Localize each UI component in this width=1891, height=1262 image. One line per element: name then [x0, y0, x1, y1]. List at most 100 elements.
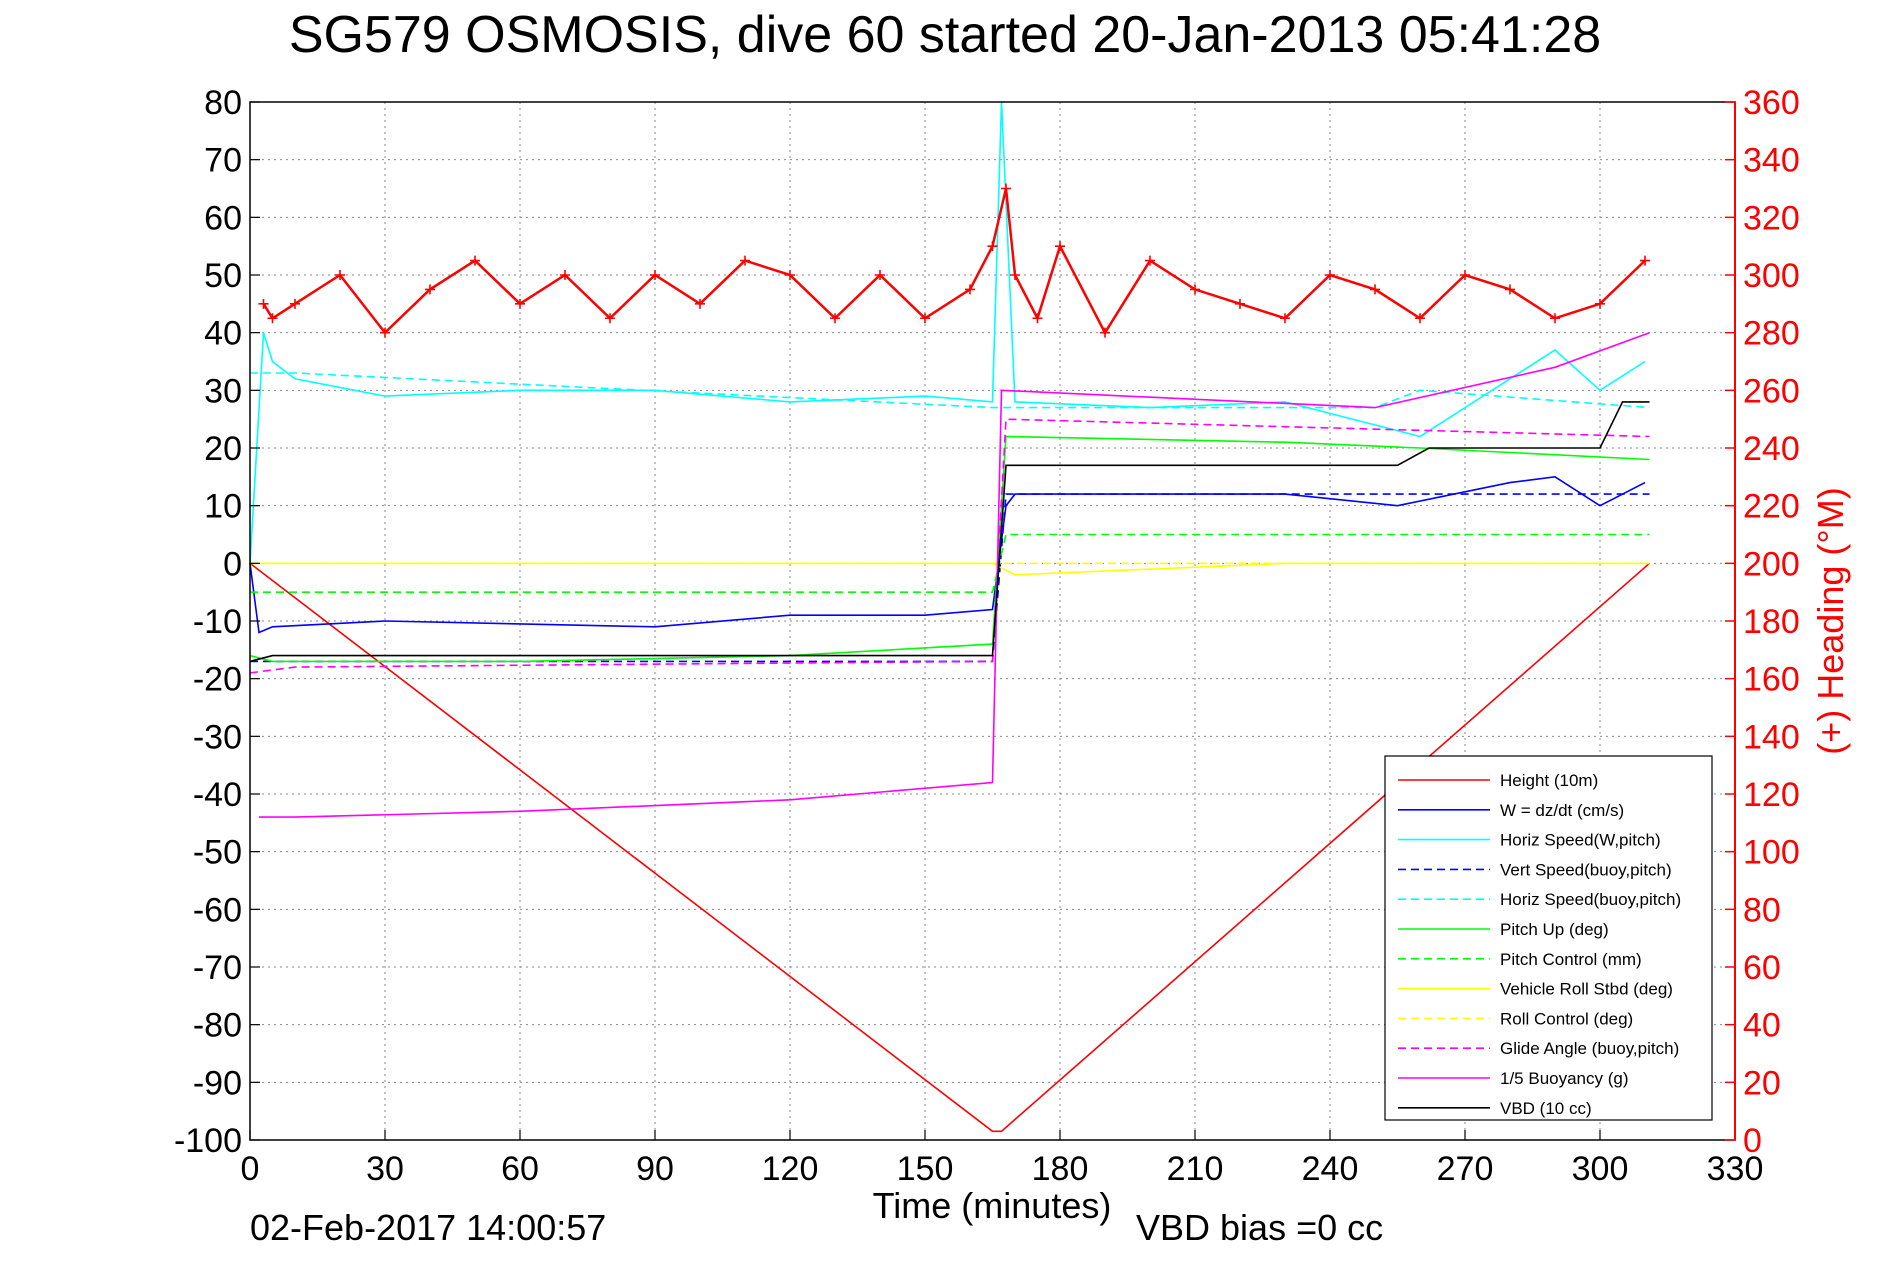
y-tick-label: 40	[204, 315, 242, 353]
legend-label: Vehicle Roll Stbd (deg)	[1500, 980, 1673, 999]
y-right-tick-label: 60	[1743, 949, 1781, 987]
heading-point	[920, 313, 930, 324]
legend-box	[1384, 755, 1713, 1121]
x-tick-label: 60	[501, 1150, 539, 1188]
legend-label: Horiz Speed(W,pitch)	[1500, 831, 1661, 850]
legend-label: Vert Speed(buoy,pitch)	[1500, 860, 1672, 879]
heading-point	[425, 284, 435, 295]
y-right-tick-label: 20	[1743, 1064, 1781, 1102]
x-tick-label: 0	[241, 1150, 260, 1188]
y-tick-label: -90	[193, 1064, 242, 1102]
y-right-tick-label: 80	[1743, 891, 1781, 929]
heading-point	[1370, 284, 1380, 295]
heading-point	[267, 313, 278, 324]
heading-point	[695, 298, 705, 309]
y-right-tick-label: 260	[1743, 372, 1800, 410]
y-right-tick-label: 320	[1743, 199, 1800, 237]
series-line	[249, 418, 1650, 674]
y-tick-label: 30	[204, 372, 242, 410]
x-tick-label: 300	[1572, 1150, 1629, 1188]
legend-label: Pitch Up (deg)	[1500, 920, 1609, 939]
y-tick-label: -60	[193, 891, 242, 929]
heading-point	[1145, 255, 1155, 266]
y-right-axis-ticks: 360 340 320 300 280 260 240 220 200 180 160 140 120 1…	[1725, 84, 1800, 1160]
heading-point	[560, 270, 570, 280]
heading-point	[380, 327, 390, 338]
series-line	[249, 562, 1651, 1133]
heading-point	[1190, 284, 1200, 295]
series-line	[259, 331, 1650, 818]
y-right-tick-label: 200	[1743, 545, 1800, 583]
heading-point	[830, 313, 840, 324]
heading-point	[740, 255, 750, 266]
y-tick-label: 20	[204, 430, 242, 468]
series-line	[249, 101, 1646, 564]
y-right-tick-label: 220	[1743, 488, 1800, 526]
heading-point	[1505, 284, 1515, 295]
heading-point	[1415, 313, 1425, 324]
series-line	[262, 188, 1646, 336]
series-line	[249, 475, 1646, 634]
x-tick-label: 180	[1032, 1150, 1089, 1188]
y-right-tick-label: 340	[1743, 142, 1800, 180]
heading-point	[965, 284, 975, 295]
heading-point	[1595, 298, 1605, 309]
legend: Height (10m) W = dz/dt (cm/s) Horiz Speed(…	[1384, 755, 1713, 1121]
y-right-tick-label: 360	[1743, 84, 1800, 122]
legend-label: Glide Angle (buoy,pitch)	[1500, 1039, 1679, 1058]
heading-point	[875, 270, 885, 280]
y-tick-label: 70	[204, 142, 242, 180]
y-right-tick-label: 180	[1743, 603, 1800, 641]
legend-label: Height (10m)	[1500, 771, 1598, 790]
y-tick-label: -80	[193, 1007, 242, 1045]
heading-point	[335, 270, 345, 280]
heading-point	[515, 298, 525, 309]
y-tick-label: 0	[223, 545, 242, 583]
y-tick-label: 50	[204, 257, 242, 295]
y-right-tick-label: 300	[1743, 257, 1800, 295]
y-tick-label: -70	[193, 949, 242, 987]
y-right-tick-label: 280	[1743, 315, 1800, 353]
y-right-tick-label: 160	[1743, 661, 1800, 699]
y-right-tick-label: 240	[1743, 430, 1800, 468]
heading-point	[605, 313, 615, 324]
y-tick-label: -10	[193, 603, 242, 641]
heading-point	[470, 255, 480, 266]
legend-label: VBD (10 cc)	[1500, 1099, 1592, 1118]
x-axis-label: Time (minutes)	[873, 1185, 1112, 1226]
heading-point	[1550, 313, 1560, 324]
y-axis-ticks: 80 70 60 50 40 30 20 10 0 -10 -20 -30 -40 -50 -60 -70 -8…	[174, 84, 260, 1160]
legend-label: 1/5 Buoyancy (g)	[1500, 1069, 1629, 1088]
y-tick-label: -20	[193, 661, 242, 699]
legend-label: Roll Control (deg)	[1500, 1009, 1633, 1028]
chart-title: SG579 OSMOSIS, dive 60 started 20-Jan-20…	[289, 6, 1601, 64]
series-line	[250, 562, 1650, 576]
heading-point	[1235, 298, 1245, 309]
x-axis-ticks: 0 30 60 90 120 150 180 210 240 270 300 330	[241, 1130, 1763, 1188]
y-tick-label: -50	[193, 834, 242, 872]
y-tick-label: 60	[204, 199, 242, 237]
x-tick-label: 150	[897, 1150, 954, 1188]
heading-point	[1460, 270, 1470, 280]
legend-label: Pitch Control (mm)	[1500, 950, 1642, 969]
heading-point	[650, 270, 660, 280]
heading-point	[1640, 255, 1650, 266]
heading-point	[1001, 183, 1011, 194]
x-tick-label: 30	[366, 1150, 404, 1188]
heading-point	[258, 298, 269, 309]
footer-timestamp: 02-Feb-2017 14:00:57	[250, 1207, 606, 1248]
y-right-tick-label: 100	[1743, 834, 1800, 872]
heading-point	[1032, 313, 1043, 324]
y-tick-label: -30	[193, 718, 242, 756]
x-tick-label: 210	[1167, 1150, 1224, 1188]
heading-point	[290, 298, 300, 309]
y-right-tick-label: 40	[1743, 1007, 1781, 1045]
legend-label: Horiz Speed(buoy,pitch)	[1500, 890, 1681, 909]
y-tick-label: 80	[204, 84, 242, 122]
y-right-tick-label: 140	[1743, 718, 1800, 756]
y-right-tick-label: 120	[1743, 776, 1800, 814]
x-tick-label: 120	[762, 1150, 819, 1188]
heading-point	[1280, 313, 1290, 324]
series-line	[249, 401, 1650, 663]
